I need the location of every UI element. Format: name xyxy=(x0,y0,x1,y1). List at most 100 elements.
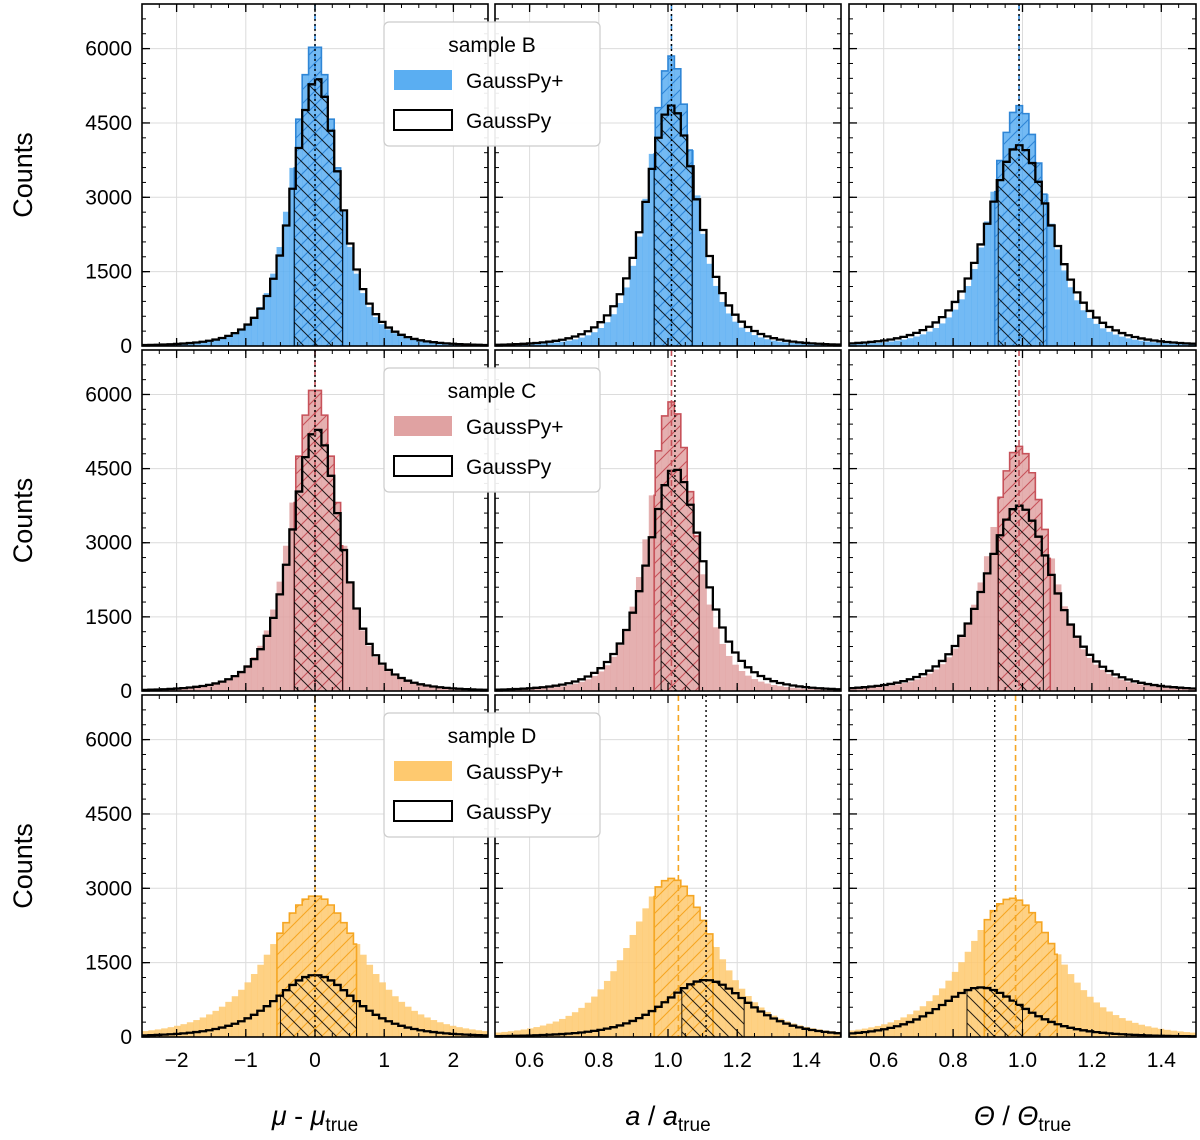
gausspy-plus-bar xyxy=(938,323,946,346)
gausspy-plus-bar xyxy=(1151,342,1158,346)
gausspy-plus-bar xyxy=(385,329,393,346)
gausspy-plus-bar xyxy=(1086,996,1094,1037)
gausspy-plus-bar xyxy=(945,657,953,691)
gausspy-plus-bar xyxy=(1163,1029,1171,1037)
gausspy-plus-bar xyxy=(1093,323,1101,346)
gausspy-plus-bar xyxy=(958,962,966,1037)
gausspy-plus-bar xyxy=(783,1021,791,1037)
gausspy-plus-bar xyxy=(263,293,271,346)
gausspy-plus-bar xyxy=(1048,223,1056,346)
legend-title: sample B xyxy=(448,34,536,57)
gausspy-plus-bar xyxy=(919,1006,927,1037)
gausspy-plus-bar xyxy=(700,233,707,346)
gausspy-plus-bar xyxy=(861,688,869,691)
gausspy-iqr-hatch xyxy=(280,975,357,1037)
gausspy-plus-bar xyxy=(1183,344,1190,346)
gausspy-plus-bar xyxy=(1054,249,1062,346)
gausspy-plus-bar xyxy=(584,1002,592,1037)
gausspy-plus-bar xyxy=(725,313,733,346)
gausspy-plus-bar xyxy=(783,342,791,346)
gausspy-plus-bar xyxy=(744,675,752,691)
gausspy-plus-bar xyxy=(250,317,258,346)
gausspy-plus-bar xyxy=(372,974,380,1037)
legend-title: sample C xyxy=(448,380,537,403)
gausspy-plus-bar xyxy=(1151,1027,1158,1037)
gausspy-plus-bar xyxy=(539,1025,547,1037)
gausspy-plus-bar xyxy=(1106,1011,1113,1037)
gausspy-plus-bar xyxy=(932,669,940,691)
gausspy-plus-bar xyxy=(372,317,380,346)
gausspy-plus-bar xyxy=(571,683,579,691)
legend-entry-gausspy: GaussPy xyxy=(466,801,552,824)
gausspy-plus-bar xyxy=(398,336,406,346)
gausspy-plus-bar xyxy=(906,338,914,346)
gausspy-plus-bar xyxy=(887,341,895,346)
gausspy-plus-bar xyxy=(1112,334,1120,346)
gausspy-plus-bar xyxy=(770,685,778,691)
gausspy-plus-bar xyxy=(411,339,418,346)
gausspy-plus-bar xyxy=(423,685,431,691)
gausspy-plus-bar xyxy=(1125,1020,1133,1037)
gausspy-plus-bar xyxy=(706,604,714,691)
gausspy-plus-bar xyxy=(603,322,611,346)
gausspy-plus-bar xyxy=(938,988,946,1037)
gausspy-plus-bar xyxy=(218,681,226,691)
x-tick-label: 0.6 xyxy=(869,1049,898,1072)
gausspy-plus-bar xyxy=(455,1027,463,1037)
panel-content xyxy=(849,695,1196,1037)
gausspy-plus-bar xyxy=(520,1029,528,1037)
gausspy-plus-bar xyxy=(849,344,856,346)
y-tick-label: 3000 xyxy=(85,186,132,209)
gausspy-plus-bar xyxy=(1131,683,1139,691)
gausspy-plus-bar xyxy=(501,1031,509,1037)
gausspy-plus-bar xyxy=(635,921,643,1037)
gausspy-plus-bar xyxy=(815,689,823,691)
gausspy-plus-bar xyxy=(270,609,277,691)
gausspy-plus-bar xyxy=(732,664,739,691)
x-tick-label: 1.2 xyxy=(1077,1049,1106,1072)
gausspy-plus-bar xyxy=(642,908,650,1037)
gausspy-plus-bar xyxy=(1054,954,1062,1037)
gausspy-plus-bar xyxy=(559,686,566,691)
gausspy-plus-bar xyxy=(270,273,277,346)
gausspy-plus-bar xyxy=(475,1030,482,1037)
gausspy-plus-bar xyxy=(1061,606,1068,691)
gausspy-plus-bar xyxy=(1067,974,1075,1037)
gausspy-plus-bar xyxy=(623,948,630,1037)
gausspy-plus-bar xyxy=(1048,558,1056,691)
gausspy-plus-bar xyxy=(783,687,791,691)
gausspy-plus-bar xyxy=(776,686,784,691)
gausspy-plus-bar xyxy=(751,335,759,346)
gausspy-plus-bar xyxy=(218,1006,226,1037)
gausspy-plus-bar xyxy=(700,574,707,691)
gausspy-plus-bar xyxy=(1189,1032,1196,1037)
gausspy-plus-bar xyxy=(1118,1018,1126,1037)
gausspy-plus-iqr-outline xyxy=(293,389,344,691)
gausspy-step xyxy=(142,78,488,346)
gausspy-plus-bar xyxy=(404,681,412,691)
x-axis-label: Θ / Θtrue xyxy=(974,1101,1071,1136)
gausspy-plus-bar xyxy=(212,1010,220,1037)
gausspy-plus-bar xyxy=(629,606,637,691)
gausspy-plus-bar xyxy=(353,609,361,691)
gausspy-plus-bar xyxy=(552,687,560,691)
gausspy-plus-bar xyxy=(926,1001,933,1037)
gausspy-plus-bar xyxy=(423,341,431,346)
gausspy-plus-bar xyxy=(533,343,541,346)
gausspy-plus-bar xyxy=(206,684,213,691)
gausspy-plus-bar xyxy=(881,686,888,691)
gausspy-plus-bar xyxy=(404,338,412,346)
gausspy-plus-bar xyxy=(206,340,213,346)
gausspy-plus-bar xyxy=(849,688,856,691)
gausspy-plus-bar xyxy=(359,954,367,1037)
gausspy-plus-bar xyxy=(571,1012,579,1037)
x-tick-label: 1.2 xyxy=(723,1049,752,1072)
gausspy-plus-bar xyxy=(1073,638,1081,691)
gausspy-plus-bar xyxy=(257,964,265,1037)
gausspy-plus-bar xyxy=(289,167,297,346)
x-tick-label: 1.0 xyxy=(653,1049,682,1072)
gausspy-plus-bar xyxy=(436,1022,444,1037)
gausspy-plus-bar xyxy=(565,1015,573,1037)
gausspy-plus-bar xyxy=(913,679,921,691)
legend-b: sample B GaussPy+ GaussPy xyxy=(383,21,601,147)
